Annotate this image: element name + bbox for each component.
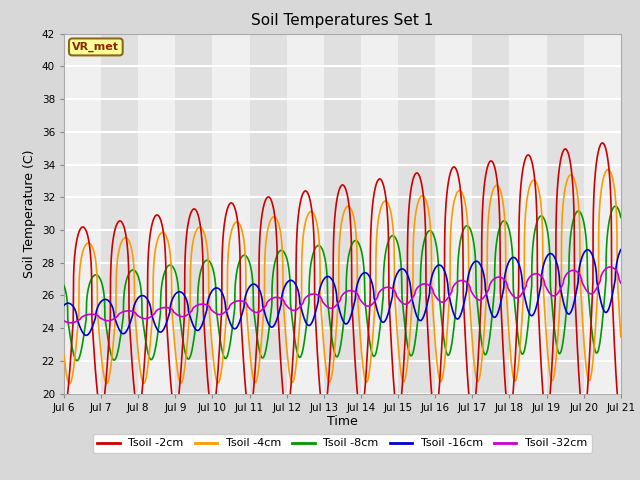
Tsoil -4cm (467, 321, 475, 327)
Tsoil -2cm (250, 391, 257, 396)
Tsoil -2cm (467, 410, 475, 416)
X-axis label: Time: Time (327, 415, 358, 429)
Bar (175, 34, 212, 394)
Tsoil -8cm (60, 283, 68, 288)
Tsoil -16cm (594, 282, 602, 288)
Tsoil -8cm (324, 298, 332, 304)
Tsoil -32cm (67, 320, 75, 326)
Tsoil -32cm (324, 304, 332, 310)
Tsoil -16cm (483, 293, 491, 299)
Bar (324, 34, 361, 394)
Tsoil -32cm (467, 288, 475, 294)
Line: Tsoil -32cm: Tsoil -32cm (64, 267, 621, 323)
Tsoil -32cm (617, 280, 625, 286)
Tsoil -32cm (606, 264, 614, 270)
Bar (250, 34, 287, 394)
Tsoil -32cm (60, 318, 68, 324)
Tsoil -16cm (467, 264, 475, 270)
Tsoil -4cm (324, 375, 332, 381)
Tsoil -8cm (617, 215, 625, 220)
Line: Tsoil -8cm: Tsoil -8cm (64, 206, 621, 360)
Line: Tsoil -2cm: Tsoil -2cm (64, 143, 621, 418)
Bar (101, 34, 138, 394)
Tsoil -4cm (594, 292, 602, 298)
Y-axis label: Soil Temperature (C): Soil Temperature (C) (23, 149, 36, 278)
Text: VR_met: VR_met (72, 42, 119, 52)
Tsoil -2cm (60, 407, 68, 413)
Tsoil -16cm (617, 247, 625, 252)
Tsoil -32cm (587, 291, 595, 297)
Bar (398, 34, 435, 394)
Tsoil -8cm (612, 203, 620, 209)
Tsoil -2cm (617, 415, 625, 421)
Tsoil -2cm (593, 154, 601, 159)
Line: Tsoil -4cm: Tsoil -4cm (64, 169, 621, 384)
Tsoil -8cm (250, 292, 257, 298)
Tsoil -4cm (483, 288, 491, 294)
Tsoil -16cm (324, 274, 332, 279)
Legend: Tsoil -2cm, Tsoil -4cm, Tsoil -8cm, Tsoil -16cm, Tsoil -32cm: Tsoil -2cm, Tsoil -4cm, Tsoil -8cm, Tsoi… (93, 434, 592, 453)
Tsoil -4cm (66, 381, 74, 386)
Tsoil -4cm (250, 375, 257, 381)
Tsoil -2cm (598, 140, 606, 146)
Tsoil -32cm (250, 309, 257, 314)
Tsoil -4cm (60, 353, 68, 359)
Tsoil -2cm (324, 390, 332, 396)
Tsoil -16cm (60, 302, 68, 308)
Tsoil -16cm (83, 333, 90, 338)
Tsoil -8cm (594, 349, 602, 355)
Tsoil -4cm (617, 334, 625, 339)
Tsoil -8cm (483, 350, 491, 356)
Tsoil -2cm (483, 167, 490, 173)
Tsoil -32cm (483, 290, 491, 296)
Tsoil -32cm (594, 284, 602, 290)
Tsoil -8cm (587, 315, 595, 321)
Bar (472, 34, 509, 394)
Tsoil -16cm (250, 281, 257, 287)
Title: Soil Temperatures Set 1: Soil Temperatures Set 1 (252, 13, 433, 28)
Bar (547, 34, 584, 394)
Tsoil -16cm (587, 249, 595, 254)
Tsoil -4cm (604, 167, 612, 172)
Tsoil -4cm (587, 375, 595, 381)
Tsoil -8cm (467, 228, 475, 234)
Tsoil -8cm (73, 358, 81, 363)
Line: Tsoil -16cm: Tsoil -16cm (64, 250, 621, 336)
Tsoil -2cm (587, 334, 595, 340)
